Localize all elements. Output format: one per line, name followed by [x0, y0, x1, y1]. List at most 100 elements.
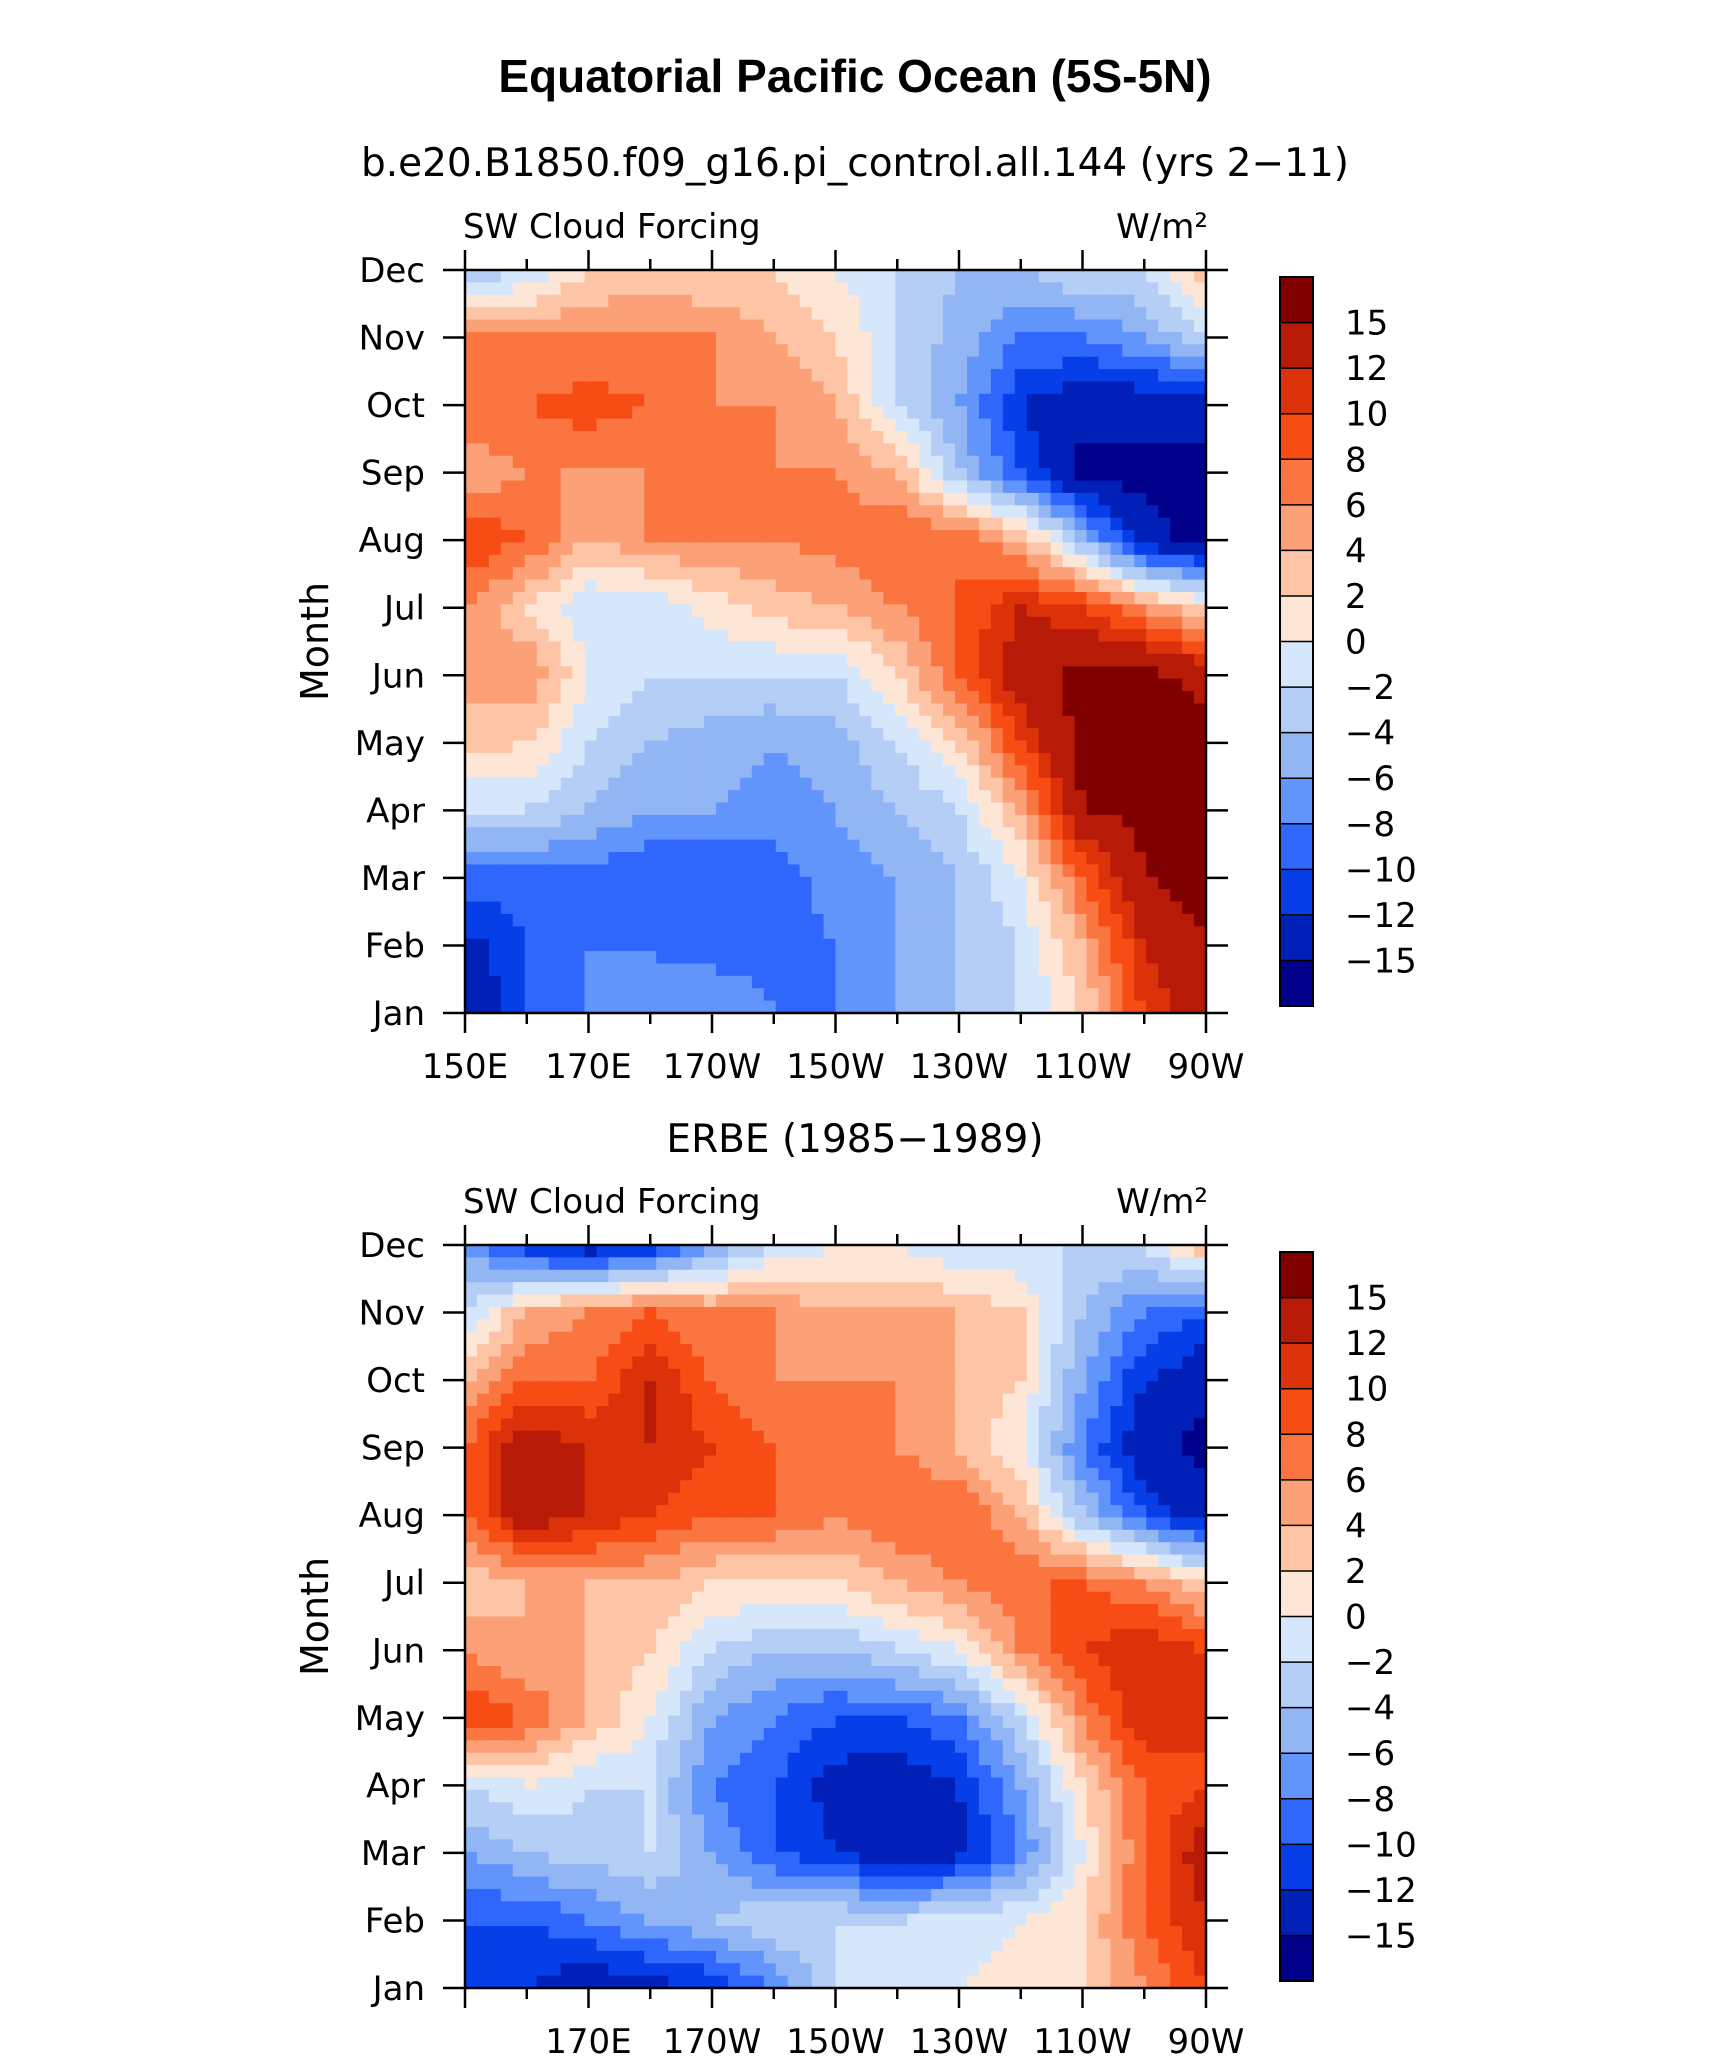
field-cell: [727, 790, 741, 804]
field-cell: [680, 455, 693, 469]
field-cell: [1170, 926, 1183, 940]
field-cell: [990, 827, 1004, 841]
field-cell: [1038, 468, 1052, 482]
field-cell: [692, 913, 705, 928]
field-cell: [536, 344, 550, 358]
field-cell: [883, 443, 897, 457]
field-cell: [907, 505, 920, 519]
field-cell: [1026, 1282, 1040, 1296]
field-cell: [620, 1405, 634, 1420]
y-axis-label: Month: [293, 582, 337, 701]
field-cell: [847, 1405, 861, 1420]
field-cell: [596, 1405, 610, 1420]
field-cell: [751, 567, 765, 581]
field-cell: [787, 913, 801, 928]
field-cell: [751, 455, 765, 469]
field-cell: [680, 616, 693, 630]
field-cell: [978, 901, 992, 915]
field-cell: [620, 1356, 634, 1370]
field-cell: [548, 443, 562, 457]
field-cell: [1014, 703, 1028, 717]
field-cell: [668, 889, 681, 903]
field-cell: [584, 715, 598, 729]
field-cell: [1026, 814, 1040, 829]
field-cell: [823, 715, 837, 729]
field-cell: [632, 765, 646, 779]
field-cell: [871, 827, 885, 841]
field-cell: [1062, 492, 1076, 507]
field-cell: [931, 542, 944, 556]
field-cell: [859, 678, 873, 692]
field-cell: [620, 1245, 634, 1259]
field-cell: [680, 827, 693, 841]
field-cell: [1038, 1381, 1052, 1395]
field-cell: [739, 381, 753, 395]
field-cell: [847, 1368, 861, 1383]
field-cell: [739, 1455, 753, 1469]
field-cell: [787, 616, 801, 630]
field-cell: [1110, 554, 1124, 568]
field-cell: [799, 1306, 813, 1321]
field-cell: [1098, 839, 1112, 853]
field-cell: [608, 765, 622, 779]
field-cell: [955, 1245, 968, 1259]
field-cell: [763, 852, 777, 866]
field-cell: [811, 1405, 825, 1420]
field-cell: [811, 1257, 825, 1271]
field-cell: [488, 889, 502, 903]
field-cell: [680, 530, 693, 544]
field-cell: [1038, 455, 1052, 469]
field-cell: [1134, 344, 1148, 358]
field-cell: [1194, 740, 1206, 754]
field-cell: [847, 666, 861, 680]
field-cell: [847, 777, 861, 791]
field-cell: [990, 591, 1004, 606]
field-cell: [560, 430, 574, 445]
field-cell: [859, 505, 873, 519]
field-cell: [1146, 1344, 1159, 1358]
field-cell: [1134, 629, 1148, 643]
field-cell: [775, 1319, 789, 1333]
field-cell: [823, 1269, 837, 1283]
field-cell: [811, 604, 825, 618]
field-cell: [704, 1344, 717, 1358]
field-cell: [907, 951, 920, 965]
field-cell: [715, 1319, 729, 1333]
field-cell: [931, 802, 944, 816]
field-cell: [787, 802, 801, 816]
field-cell: [692, 1393, 705, 1407]
field-cell: [919, 728, 932, 742]
field-cell: [1074, 1331, 1088, 1345]
field-cell: [524, 913, 538, 928]
field-cell: [955, 963, 968, 977]
field-cell: [584, 740, 598, 754]
field-cell: [488, 554, 502, 568]
field-cell: [727, 530, 741, 544]
field-cell: [704, 814, 717, 829]
field-cell: [990, 802, 1004, 816]
field-cell: [500, 1467, 514, 1482]
field-cell: [644, 852, 658, 866]
field-cell: [847, 864, 861, 878]
field-cell: [835, 505, 849, 519]
field-cell: [895, 294, 909, 308]
field-cell: [871, 554, 885, 568]
field-cell: [1062, 554, 1076, 568]
field-cell: [859, 430, 873, 445]
field-cell: [596, 406, 610, 420]
field-cell: [1146, 1000, 1159, 1013]
field-cell: [1182, 1418, 1195, 1432]
field-cell: [775, 1430, 789, 1444]
field-cell: [632, 852, 646, 866]
field-cell: [823, 1282, 837, 1296]
field-cell: [465, 1418, 478, 1432]
field-cell: [465, 282, 478, 296]
field-cell: [1014, 1356, 1028, 1370]
field-cell: [1062, 1356, 1076, 1370]
field-cell: [907, 653, 920, 668]
field-cell: [644, 430, 658, 445]
field-cell: [847, 530, 861, 544]
field-cell: [584, 381, 598, 395]
field-cell: [775, 430, 789, 445]
field-cell: [1086, 666, 1100, 680]
